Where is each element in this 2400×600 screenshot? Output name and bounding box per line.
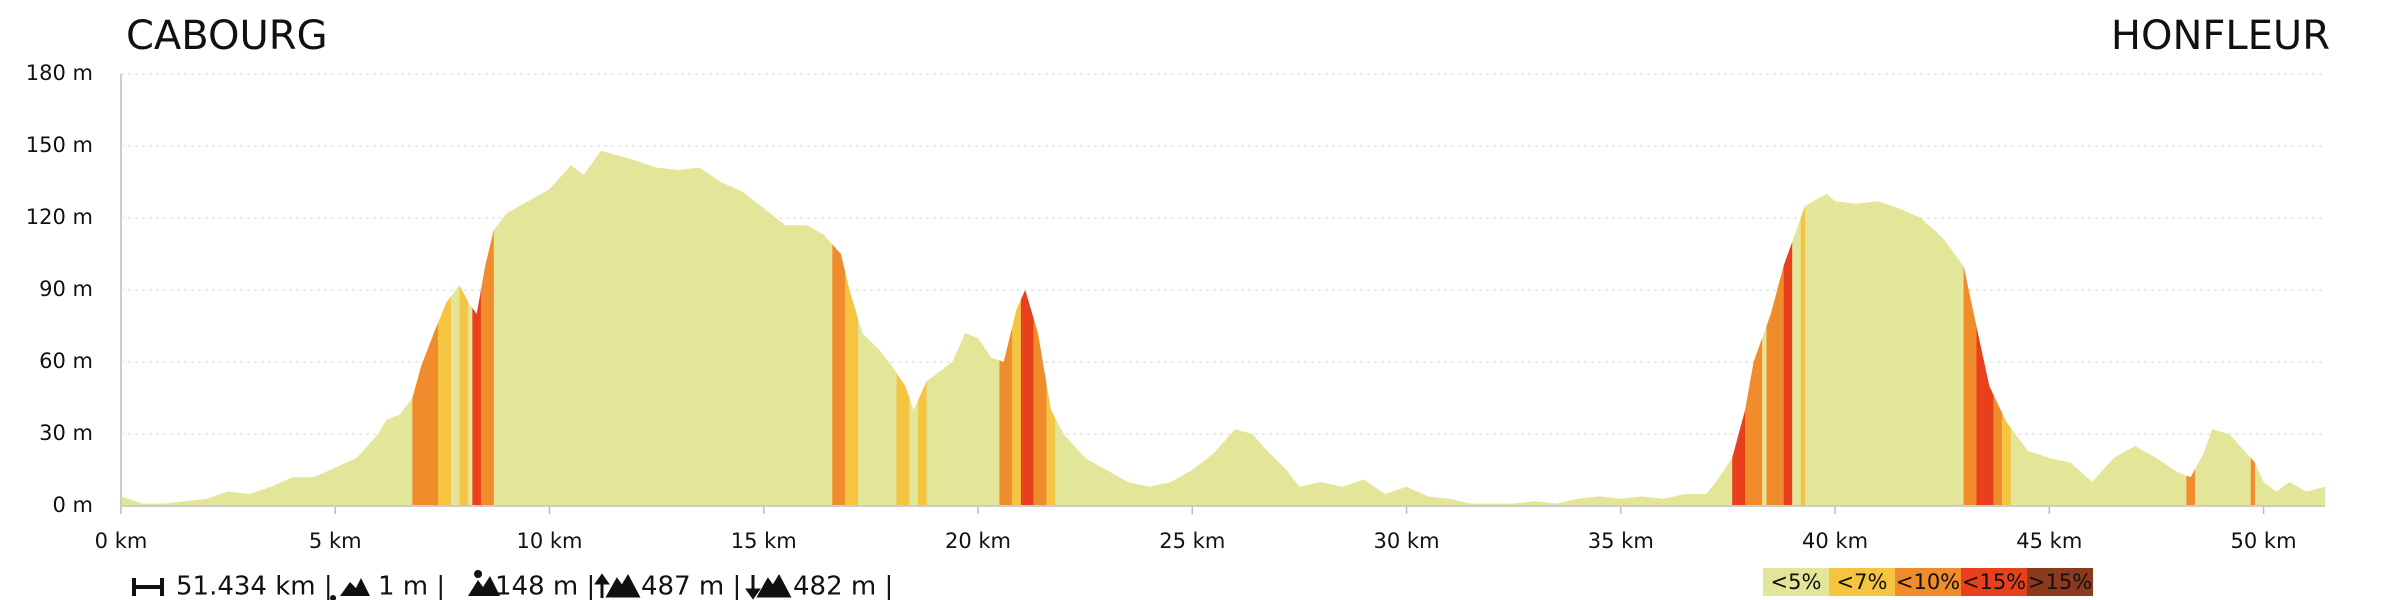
- legend-swatch: [1763, 568, 1829, 596]
- gradient-band: [1012, 150, 1021, 506]
- y-tick-label: 0 m: [53, 493, 94, 517]
- legend-label: <7%: [1837, 570, 1888, 594]
- stat-value: 148 m |: [495, 572, 595, 600]
- end-label: HONFLEUR: [2111, 13, 2330, 59]
- x-tick-label: 50 km: [2231, 529, 2297, 553]
- stat-value: 51.434 km |: [176, 572, 333, 600]
- x-tick-label: 25 km: [1159, 529, 1225, 553]
- x-tick-label: 0 km: [95, 529, 148, 553]
- x-tick-label: 30 km: [1374, 529, 1440, 553]
- x-tick-label: 5 km: [309, 529, 362, 553]
- gradient-band: [1783, 150, 1793, 506]
- x-tick-label: 15 km: [731, 529, 797, 553]
- y-tick-label: 120 m: [26, 205, 93, 229]
- ascent-icon: [594, 573, 641, 598]
- x-tick-label: 10 km: [517, 529, 583, 553]
- stat-value: 487 m |: [641, 572, 741, 600]
- y-tick-label: 60 m: [39, 349, 93, 373]
- min-elevation-icon: [330, 578, 370, 600]
- start-label: CABOURG: [126, 13, 328, 59]
- legend-label: >15%: [2028, 570, 2092, 594]
- legend-swatch: [2027, 568, 2093, 596]
- x-tick-label: 40 km: [1802, 529, 1868, 553]
- legend-label: <15%: [1962, 570, 2026, 594]
- legend-swatch: [1961, 568, 2027, 596]
- gradient-band: [459, 150, 469, 506]
- stat-value: 1 m |: [378, 572, 445, 600]
- legend-label: <5%: [1771, 570, 1822, 594]
- gradient-band: [832, 150, 846, 506]
- descent-icon: [745, 573, 792, 600]
- x-tick-label: 45 km: [2016, 529, 2082, 553]
- gradient-band: [480, 150, 494, 506]
- gradient-band: [1800, 150, 1806, 506]
- legend-swatch: [1895, 568, 1961, 596]
- legend-label: <10%: [1896, 570, 1960, 594]
- stat-value: 482 m |: [793, 572, 893, 600]
- x-tick-label: 35 km: [1588, 529, 1654, 553]
- y-tick-label: 30 m: [39, 421, 93, 445]
- distance-icon: [132, 578, 164, 596]
- gradient-band: [472, 150, 481, 506]
- y-tick-label: 90 m: [39, 277, 93, 301]
- y-tick-label: 150 m: [26, 133, 93, 157]
- y-tick-label: 180 m: [26, 61, 93, 85]
- legend-swatch: [1829, 568, 1895, 596]
- stat-icons: [132, 570, 792, 600]
- max-elevation-icon: [468, 570, 500, 596]
- x-tick-label: 20 km: [945, 529, 1011, 553]
